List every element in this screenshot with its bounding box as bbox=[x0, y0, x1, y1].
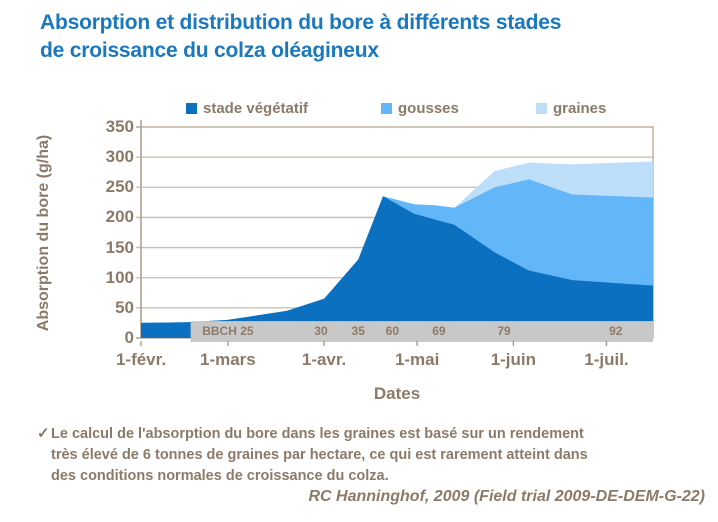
legend-swatch-gousses-icon bbox=[381, 102, 392, 114]
footer-note-line-3: des conditions normales de croissance du… bbox=[51, 468, 389, 484]
legend-item-gousses: gousses bbox=[381, 99, 459, 117]
y-tick-label: 350 bbox=[105, 117, 134, 136]
bbch-label: 79 bbox=[497, 324, 511, 338]
y-tick-label: 0 bbox=[124, 328, 134, 347]
y-axis-title-text: Absorption du bore (g/ha) bbox=[35, 134, 53, 331]
x-tick-label: 1-avr. bbox=[301, 350, 347, 369]
x-axis-title-text: Dates bbox=[373, 384, 421, 403]
bbch-label: 69 bbox=[432, 324, 446, 338]
footer-note-line-1: Le calcul de l'absorption du bore dans l… bbox=[51, 426, 584, 442]
x-tick-label: 1-mars bbox=[199, 350, 256, 369]
bbch-label: 30 bbox=[314, 324, 328, 338]
legend-item-stade-vegetatif: stade végétatif bbox=[186, 99, 308, 117]
y-tick-label: 300 bbox=[105, 147, 134, 167]
legend-label-gousses: gousses bbox=[398, 99, 459, 117]
y-tick-label: 100 bbox=[105, 267, 134, 287]
area-stade-végétatif bbox=[141, 196, 653, 338]
x-tick-label: 1-juil. bbox=[584, 350, 629, 369]
bbch-label: 60 bbox=[386, 324, 400, 338]
y-tick-label: 200 bbox=[105, 207, 134, 227]
legend-item-graines: graines bbox=[536, 99, 606, 117]
legend-label-stade-vegetatif: stade végétatif bbox=[203, 99, 309, 117]
page-title-line-1: Absorption et distribution du bore à dif… bbox=[40, 11, 562, 34]
footer-note-line-2: très élevé de 6 tonnes de graines par he… bbox=[51, 447, 588, 463]
x-axis-title: Dates bbox=[297, 384, 497, 404]
page-title: Absorption et distribution du bore à dif… bbox=[40, 9, 561, 65]
y-tick-label: 150 bbox=[105, 237, 134, 257]
checkmark-icon: ✓ bbox=[37, 425, 50, 442]
x-tick-label: 1-juin bbox=[490, 350, 537, 369]
x-tick-label: 1-mai bbox=[394, 350, 440, 369]
page-title-line-2: de croissance du colza oléagineux bbox=[40, 39, 379, 62]
y-tick-label: 250 bbox=[105, 177, 134, 197]
legend-swatch-stade-vegetatif-icon bbox=[186, 102, 197, 114]
bbch-band bbox=[190, 321, 653, 342]
bbch-label: 35 bbox=[352, 324, 366, 338]
y-tick-label: 50 bbox=[115, 297, 134, 317]
bbch-label: 92 bbox=[609, 324, 623, 338]
legend-label-graines: graines bbox=[553, 99, 607, 117]
stacked-area-plot: BBCH 25 30 35 60 69 79 92 bbox=[136, 120, 654, 346]
bbch-label: BBCH 25 bbox=[202, 324, 254, 338]
y-axis-title: Absorption du bore (g/ha) bbox=[30, 127, 58, 338]
x-tick-label: 1-févr. bbox=[115, 350, 167, 369]
footer-note: Le calcul de l'absorption du bore dans l… bbox=[51, 424, 651, 487]
source-citation: RC Hanninghof, 2009 (Field trial 2009-DE… bbox=[308, 488, 705, 505]
legend-swatch-graines-icon bbox=[536, 102, 547, 114]
